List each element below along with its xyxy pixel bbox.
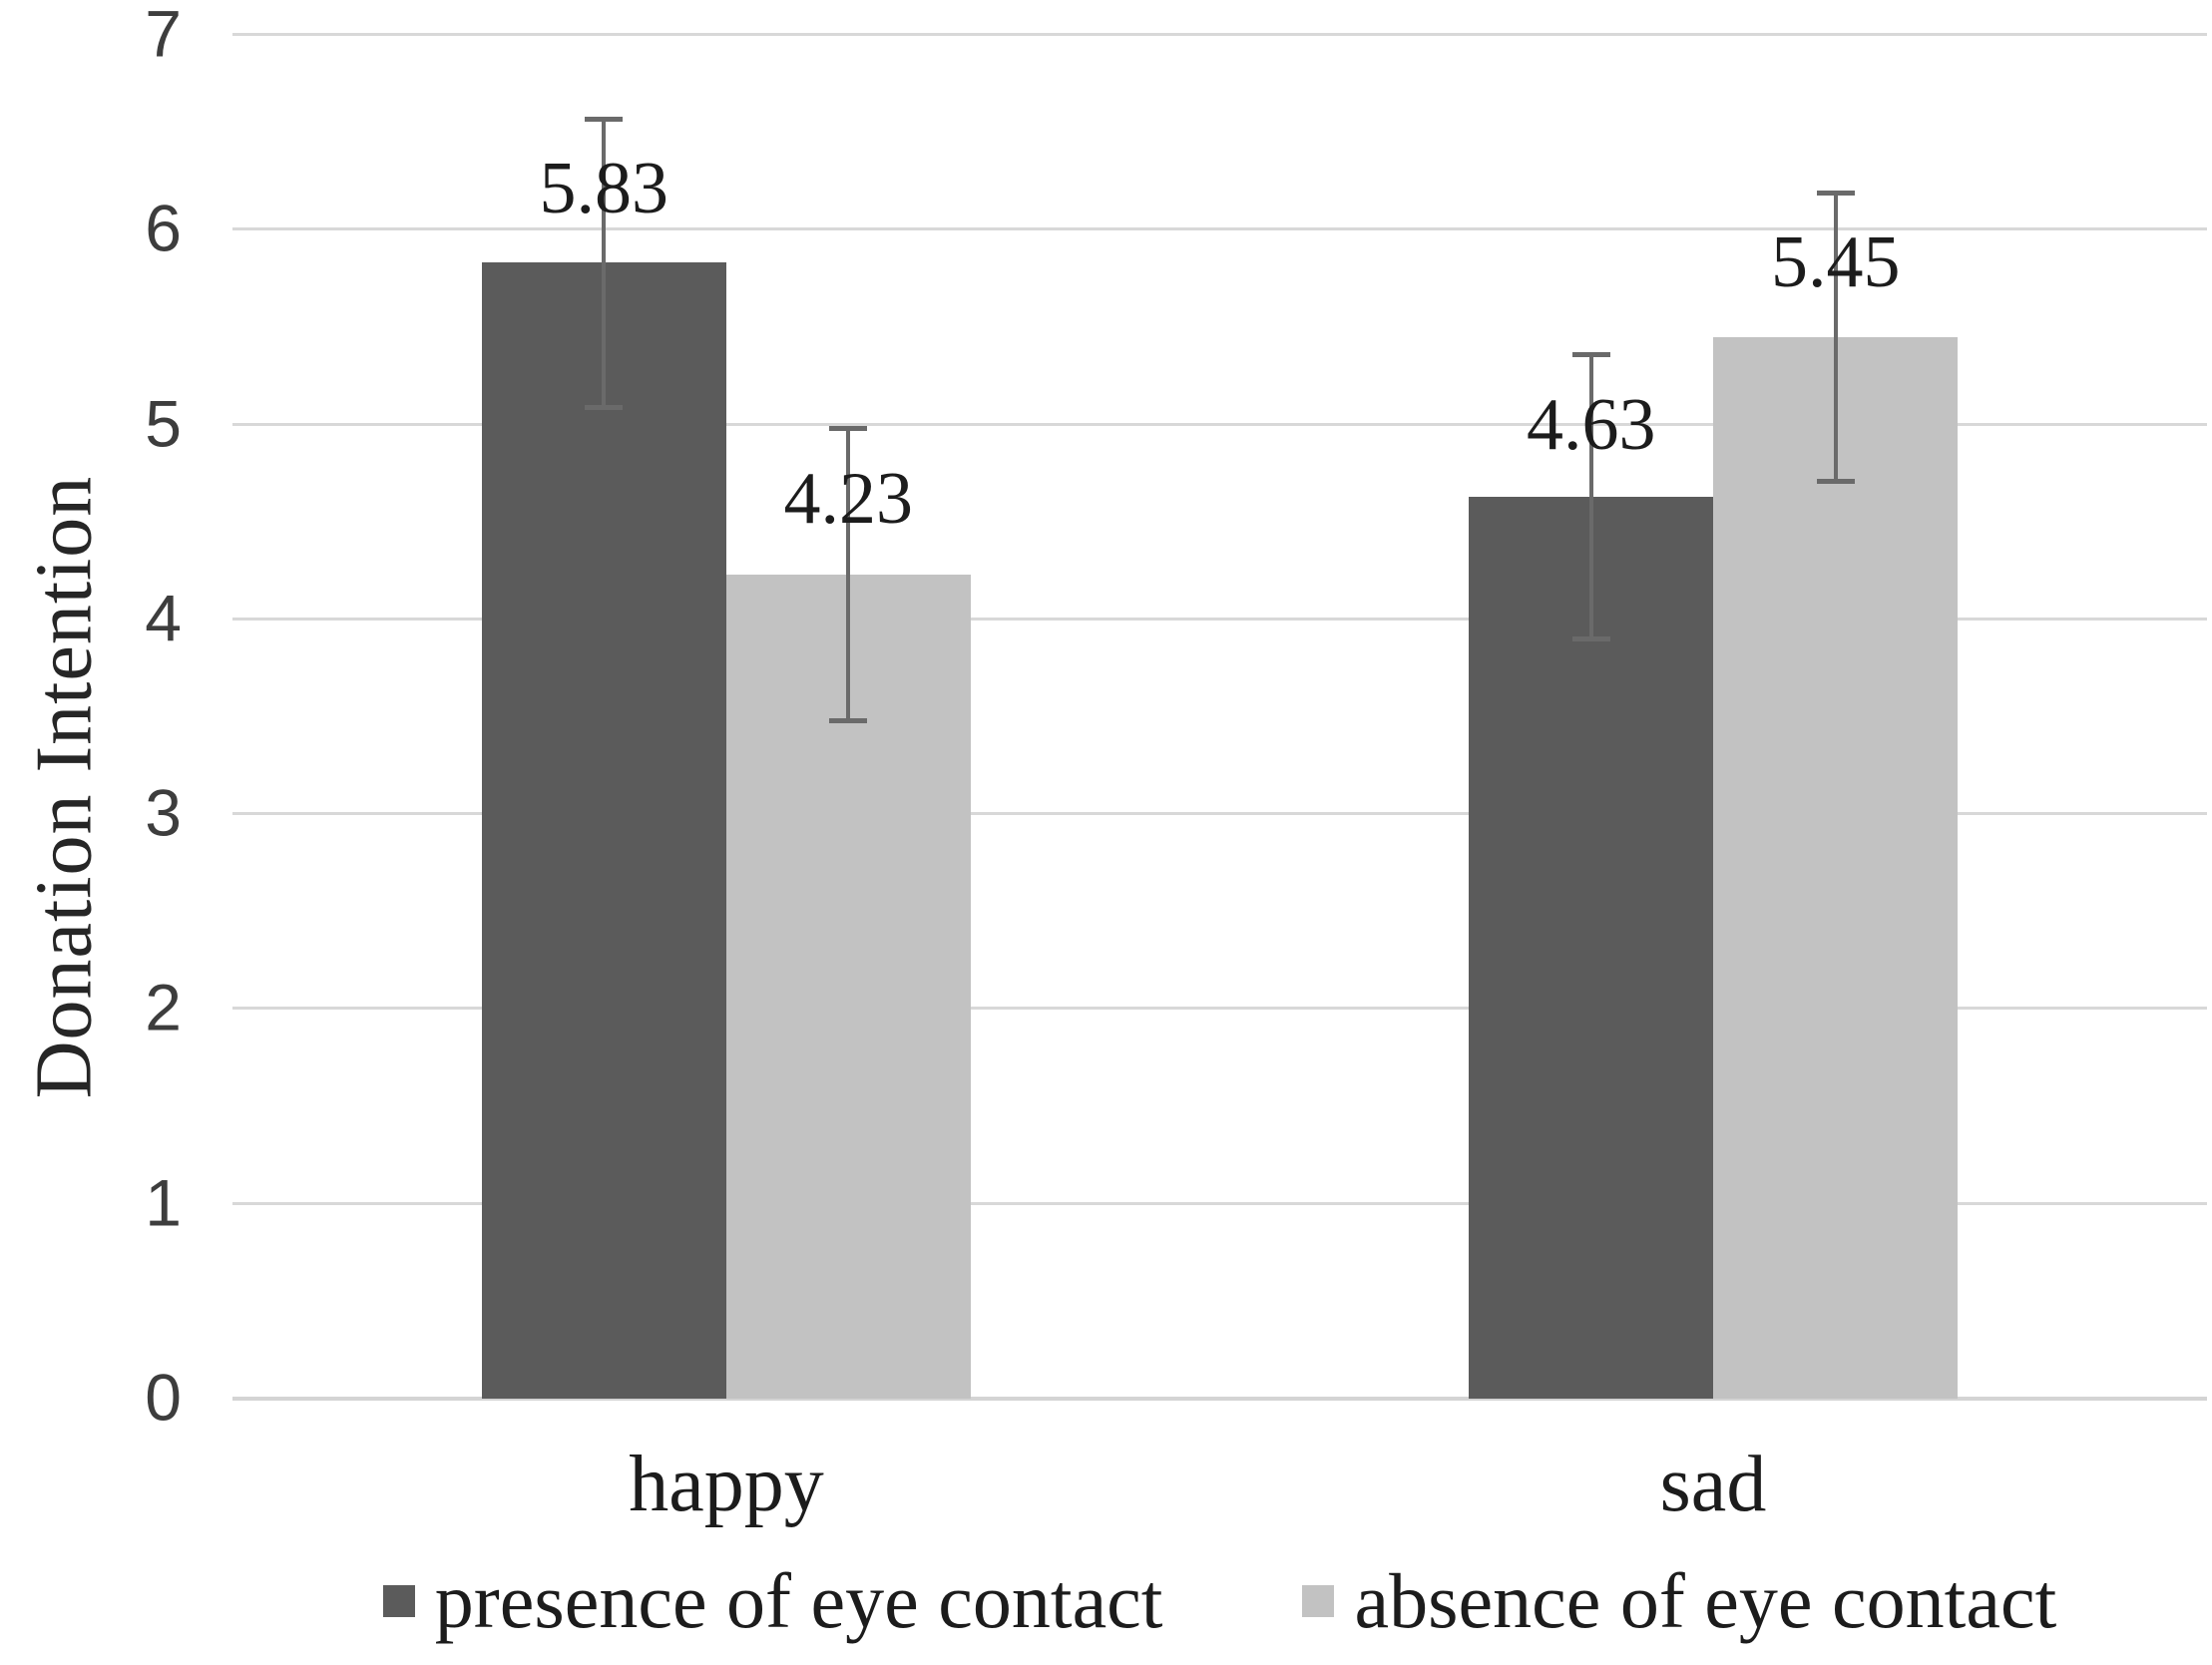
error-bar-whisker — [1588, 354, 1593, 639]
y-tick-label: 6 — [145, 191, 182, 265]
error-bar-cap-top — [1571, 352, 1610, 358]
gridline — [232, 1007, 2207, 1011]
y-tick-label: 1 — [145, 1165, 182, 1240]
error-bar-cap-top — [1816, 191, 1855, 197]
error-bar-whisker — [846, 428, 851, 721]
bar-sad-absence — [1713, 336, 1959, 1399]
gridline — [232, 33, 2207, 36]
gridline — [232, 227, 2207, 231]
bar-value-label: 5.45 — [1771, 221, 1901, 304]
plot-area: 5.83 4.63 4.23 5.45 — [232, 33, 2207, 1401]
bar-value-label: 4.23 — [783, 457, 914, 540]
error-bar-whisker — [602, 118, 607, 407]
y-tick-label: 4 — [145, 581, 182, 655]
error-bar-cap-top — [585, 116, 624, 122]
legend-label-absence: absence of eye contact — [1354, 1557, 2057, 1644]
error-bar-cap-top — [829, 426, 868, 432]
y-tick-label: 2 — [145, 971, 182, 1045]
x-category-label-happy: happy — [629, 1441, 824, 1528]
bar-sad-presence — [1469, 496, 1714, 1399]
legend: presence of eye contact absence of eye c… — [232, 1562, 2207, 1640]
y-tick-label: 7 — [145, 0, 182, 71]
legend-item-presence: presence of eye contact — [382, 1557, 1163, 1644]
bar-value-label: 5.83 — [539, 148, 668, 230]
gridline — [232, 617, 2207, 621]
y-tick-label: 0 — [145, 1360, 182, 1435]
gridline — [232, 812, 2207, 816]
gridline — [232, 422, 2207, 426]
error-bar-cap-bottom — [585, 404, 624, 410]
legend-label-presence: presence of eye contact — [434, 1557, 1163, 1644]
x-category-label-sad: sad — [1659, 1441, 1767, 1528]
bar-happy-presence — [481, 262, 726, 1399]
legend-swatch-presence-of-eye-contact — [382, 1585, 415, 1617]
legend-swatch-absence-of-eye-contact — [1302, 1585, 1335, 1617]
legend-item-absence: absence of eye contact — [1302, 1562, 2056, 1640]
y-tick-label: 3 — [145, 775, 182, 850]
error-bar-cap-bottom — [1816, 479, 1855, 485]
error-bar-whisker — [1833, 193, 1838, 482]
y-tick-label: 5 — [145, 386, 182, 461]
error-bar-cap-bottom — [829, 718, 868, 724]
error-bar-cap-bottom — [1571, 636, 1610, 642]
bar-value-label: 4.63 — [1526, 383, 1656, 466]
gridline — [232, 1201, 2207, 1205]
x-axis-line — [232, 1397, 2207, 1401]
